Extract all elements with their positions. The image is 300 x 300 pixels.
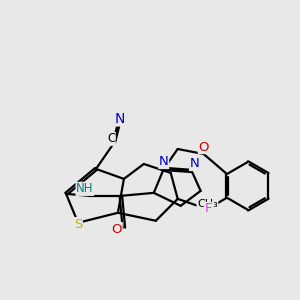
Text: S: S [74,218,82,231]
Text: O: O [198,140,209,154]
Text: F: F [205,202,212,215]
Text: N: N [159,155,169,169]
Text: C: C [107,132,115,145]
Text: NH: NH [76,182,94,195]
Text: N: N [190,158,199,170]
Text: O: O [112,223,122,236]
Text: N: N [115,112,125,126]
Text: CH₃: CH₃ [197,200,218,209]
